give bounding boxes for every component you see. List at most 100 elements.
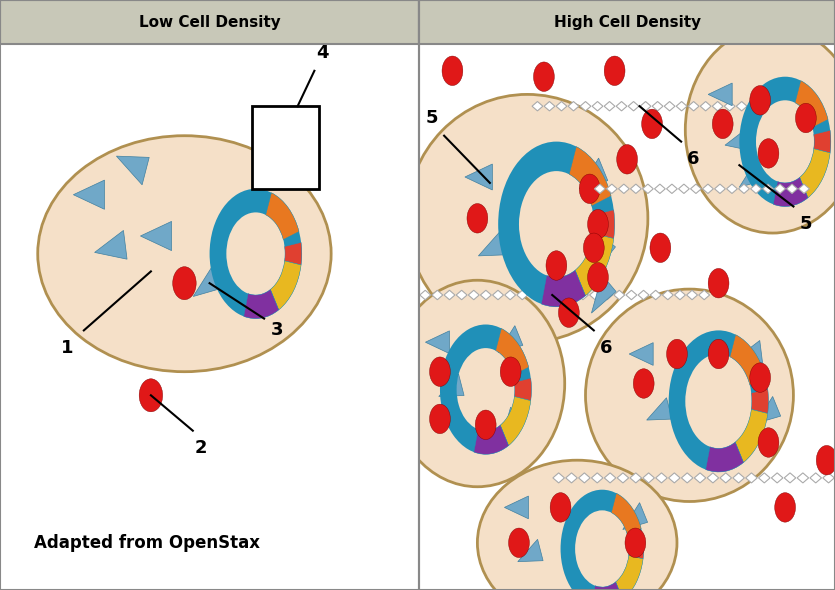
- Polygon shape: [626, 290, 637, 300]
- Polygon shape: [591, 473, 603, 483]
- Polygon shape: [420, 290, 431, 300]
- Wedge shape: [514, 378, 531, 401]
- Polygon shape: [616, 101, 627, 111]
- Wedge shape: [591, 582, 623, 590]
- Text: 4: 4: [316, 44, 329, 62]
- Wedge shape: [611, 493, 641, 536]
- Circle shape: [173, 267, 196, 300]
- Wedge shape: [814, 130, 831, 153]
- Polygon shape: [686, 290, 697, 300]
- Polygon shape: [681, 473, 693, 483]
- Circle shape: [429, 357, 450, 386]
- Polygon shape: [193, 262, 225, 296]
- Polygon shape: [630, 184, 641, 194]
- Circle shape: [559, 298, 579, 327]
- Polygon shape: [652, 101, 663, 111]
- Wedge shape: [629, 539, 644, 559]
- Polygon shape: [669, 473, 681, 483]
- Wedge shape: [266, 193, 299, 240]
- Polygon shape: [504, 290, 515, 300]
- Wedge shape: [735, 409, 767, 463]
- Ellipse shape: [478, 460, 677, 590]
- Polygon shape: [642, 184, 653, 194]
- Polygon shape: [116, 156, 149, 185]
- Circle shape: [641, 109, 662, 139]
- Circle shape: [708, 268, 729, 298]
- Circle shape: [500, 357, 521, 386]
- Polygon shape: [725, 128, 750, 150]
- Polygon shape: [140, 221, 171, 251]
- Polygon shape: [617, 473, 629, 483]
- Polygon shape: [541, 290, 552, 300]
- Polygon shape: [444, 290, 455, 300]
- Wedge shape: [474, 425, 509, 454]
- Polygon shape: [733, 473, 744, 483]
- Text: Low Cell Density: Low Cell Density: [139, 15, 281, 30]
- Text: High Cell Density: High Cell Density: [554, 15, 701, 30]
- Polygon shape: [775, 184, 786, 194]
- Polygon shape: [737, 340, 762, 363]
- Polygon shape: [498, 326, 523, 352]
- Circle shape: [633, 369, 654, 398]
- Polygon shape: [628, 101, 639, 111]
- Polygon shape: [736, 101, 747, 111]
- Polygon shape: [517, 290, 528, 300]
- Polygon shape: [707, 473, 719, 483]
- Polygon shape: [478, 230, 508, 256]
- Circle shape: [534, 62, 554, 91]
- Polygon shape: [623, 503, 648, 530]
- Polygon shape: [456, 290, 467, 300]
- FancyBboxPatch shape: [251, 106, 319, 189]
- Polygon shape: [614, 290, 625, 300]
- Wedge shape: [500, 396, 531, 445]
- Circle shape: [429, 404, 450, 434]
- Wedge shape: [615, 555, 643, 590]
- Polygon shape: [591, 275, 616, 313]
- Polygon shape: [739, 160, 764, 188]
- Polygon shape: [544, 101, 555, 111]
- Polygon shape: [629, 343, 653, 365]
- Circle shape: [442, 56, 463, 86]
- Wedge shape: [496, 329, 529, 375]
- Polygon shape: [662, 290, 673, 300]
- Polygon shape: [676, 101, 687, 111]
- Polygon shape: [554, 290, 564, 300]
- Text: 1: 1: [61, 339, 73, 357]
- Circle shape: [588, 263, 609, 292]
- Polygon shape: [664, 101, 675, 111]
- Circle shape: [666, 339, 687, 369]
- Wedge shape: [800, 149, 830, 198]
- Polygon shape: [762, 184, 773, 194]
- Polygon shape: [638, 290, 649, 300]
- Polygon shape: [605, 473, 616, 483]
- Polygon shape: [518, 539, 543, 562]
- Polygon shape: [739, 184, 749, 194]
- Polygon shape: [675, 290, 686, 300]
- Text: 5: 5: [800, 215, 812, 233]
- Circle shape: [758, 428, 779, 457]
- Polygon shape: [712, 101, 723, 111]
- Circle shape: [605, 56, 625, 86]
- Wedge shape: [285, 242, 301, 265]
- Polygon shape: [746, 473, 757, 483]
- Polygon shape: [553, 473, 564, 483]
- Polygon shape: [606, 184, 617, 194]
- Circle shape: [588, 209, 609, 239]
- Polygon shape: [784, 473, 796, 483]
- Polygon shape: [699, 290, 710, 300]
- Polygon shape: [679, 184, 690, 194]
- Polygon shape: [772, 473, 783, 483]
- Polygon shape: [94, 231, 127, 259]
- Circle shape: [750, 363, 771, 392]
- Polygon shape: [592, 101, 603, 111]
- Text: 2: 2: [195, 440, 207, 457]
- Polygon shape: [758, 473, 770, 483]
- Polygon shape: [529, 290, 540, 300]
- Polygon shape: [493, 290, 504, 300]
- Polygon shape: [726, 184, 737, 194]
- Polygon shape: [787, 184, 797, 194]
- Polygon shape: [579, 158, 608, 189]
- Circle shape: [475, 410, 496, 440]
- Polygon shape: [579, 473, 590, 483]
- Circle shape: [750, 86, 771, 115]
